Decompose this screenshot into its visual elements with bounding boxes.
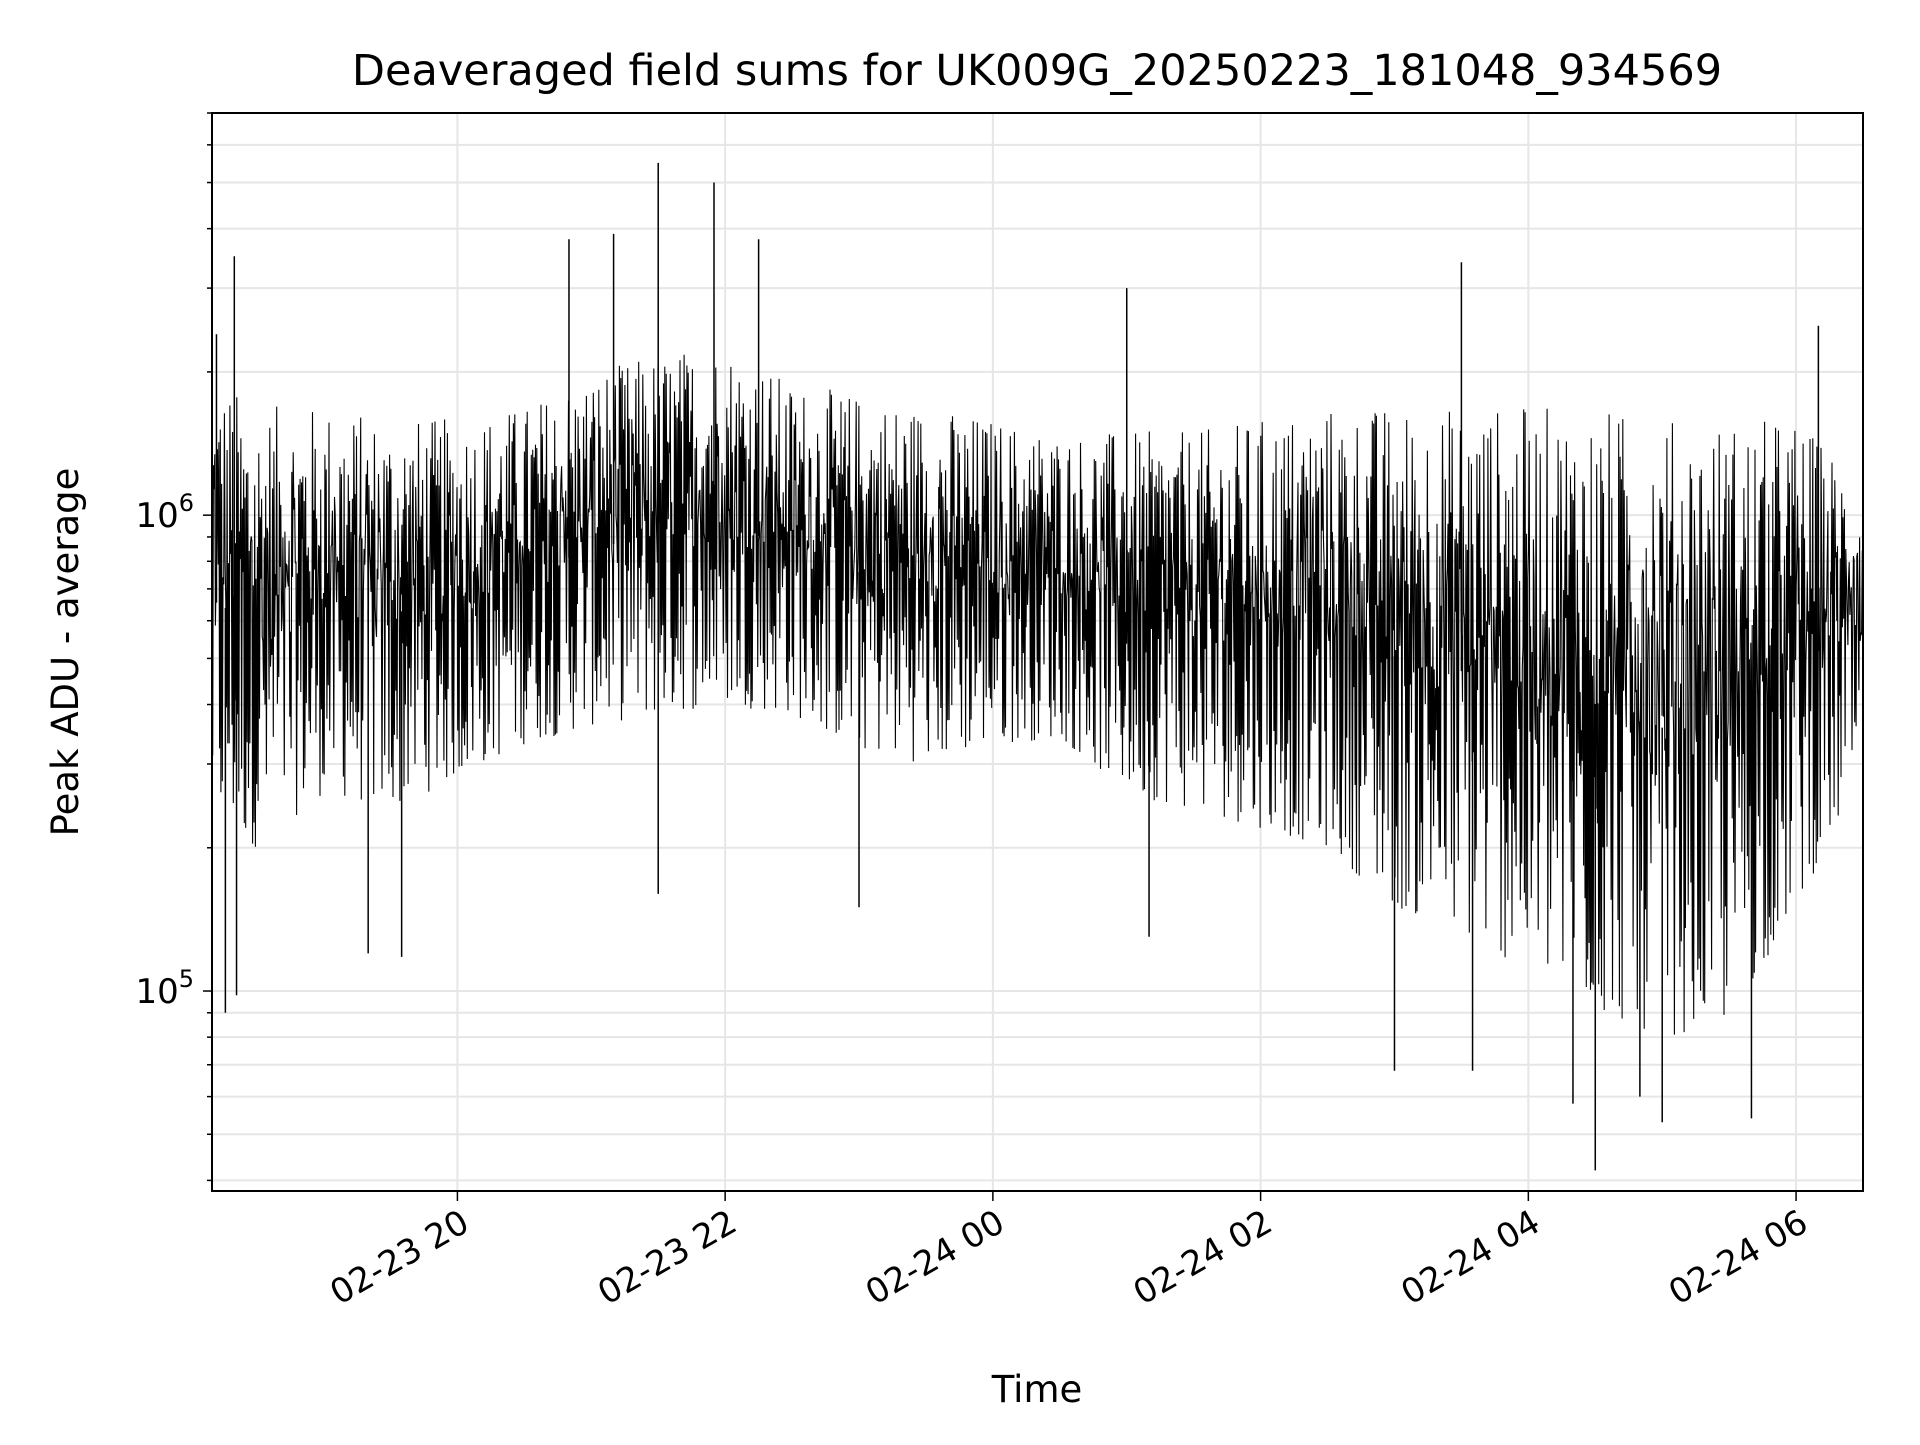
plot-frame — [211, 112, 1864, 1192]
y-tick-label-base: 10 — [135, 972, 178, 1012]
chart-title: Deaveraged field sums for UK009G_2025022… — [352, 46, 1722, 96]
y-axis-label: Peak ADU - average — [44, 468, 87, 837]
y-tick-label: 105 — [135, 965, 194, 1012]
y-tick-label-exponent: 6 — [179, 489, 194, 517]
y-tick-label: 106 — [135, 489, 194, 536]
x-axis-label: Time — [991, 1368, 1083, 1411]
series-line — [211, 354, 1864, 1035]
y-tick-label-base: 10 — [135, 496, 178, 536]
y-tick-label-exponent: 5 — [179, 965, 194, 993]
